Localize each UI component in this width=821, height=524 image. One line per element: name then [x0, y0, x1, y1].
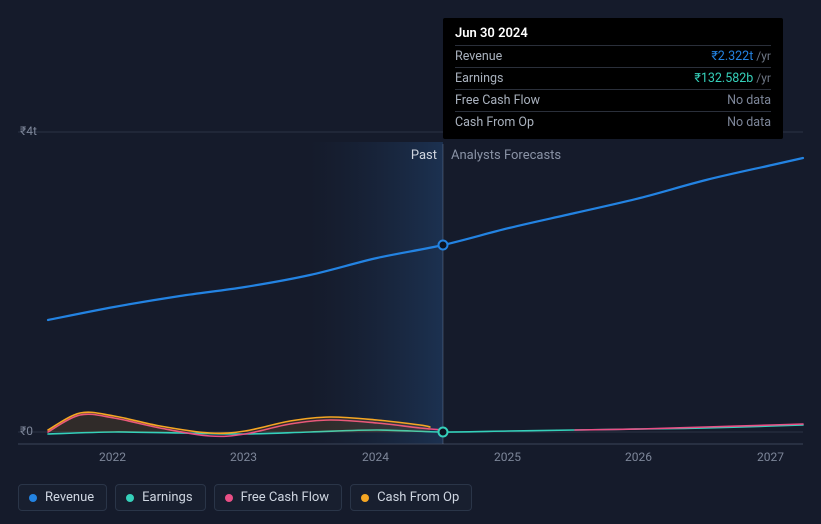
tooltip-row-label: Revenue — [455, 49, 502, 64]
x-axis-label: 2025 — [494, 450, 521, 464]
y-axis-label: ₹0 — [20, 424, 33, 438]
legend-item-cfo[interactable]: Cash From Op — [350, 484, 472, 511]
legend-item-fcf[interactable]: Free Cash Flow — [214, 484, 342, 511]
tooltip-row: Earnings ₹132.582b/yr — [455, 67, 771, 89]
legend-item-revenue[interactable]: Revenue — [18, 484, 107, 511]
legend-item-label: Cash From Op — [377, 490, 459, 505]
legend-item-earnings[interactable]: Earnings — [115, 484, 205, 511]
tooltip-row-label: Free Cash Flow — [455, 93, 540, 108]
x-axis-label: 2023 — [230, 450, 257, 464]
label-forecast: Analysts Forecasts — [451, 148, 561, 163]
tooltip-row-label: Cash From Op — [455, 115, 534, 130]
legend-dot-icon — [126, 494, 134, 502]
legend-dot-icon — [361, 494, 369, 502]
legend-item-label: Revenue — [45, 490, 94, 505]
legend: Revenue Earnings Free Cash Flow Cash From O… — [18, 484, 472, 511]
tooltip-row-value: No data — [727, 115, 771, 130]
x-axis-label: 2024 — [362, 450, 389, 464]
y-axis-label: ₹4t — [20, 124, 37, 138]
tooltip-row-value: ₹132.582b/yr — [694, 71, 771, 86]
tooltip-date: Jun 30 2024 — [455, 26, 771, 41]
tooltip-row: Revenue ₹2.322t/yr — [455, 45, 771, 67]
tooltip-row-value: ₹2.322t/yr — [711, 49, 771, 64]
x-axis-label: 2022 — [99, 450, 126, 464]
tooltip: Jun 30 2024 Revenue ₹2.322t/yr Earnings ₹13… — [443, 18, 783, 139]
tooltip-row: Cash From Op No data — [455, 111, 771, 133]
x-axis-label: 2026 — [625, 450, 652, 464]
legend-item-label: Free Cash Flow — [241, 490, 329, 505]
legend-dot-icon — [29, 494, 37, 502]
tooltip-row-value: No data — [727, 93, 771, 108]
legend-item-label: Earnings — [142, 490, 192, 505]
x-axis-label: 2027 — [757, 450, 784, 464]
financial-forecast-chart: ₹0 ₹4t 2022 2023 2024 2025 2026 2027 Past Anal… — [0, 0, 821, 524]
label-past: Past — [401, 148, 437, 163]
tooltip-row: Free Cash Flow No data — [455, 89, 771, 111]
tooltip-row-label: Earnings — [455, 71, 503, 86]
legend-dot-icon — [225, 494, 233, 502]
